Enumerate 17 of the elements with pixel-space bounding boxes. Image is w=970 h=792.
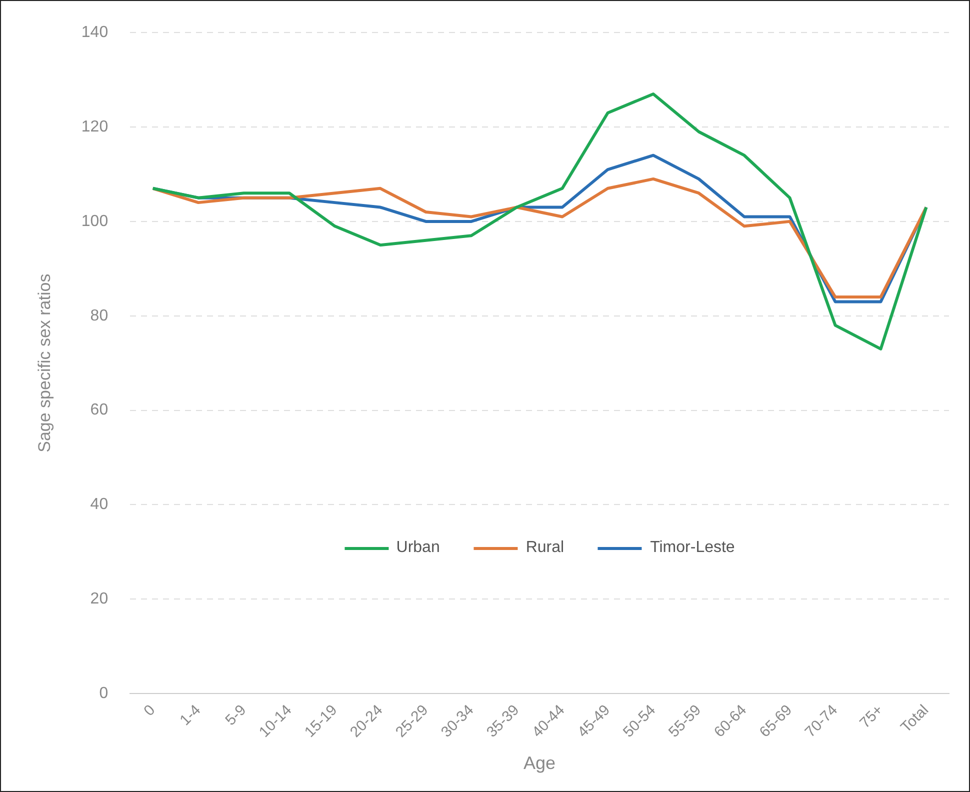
legend-label: Timor-Leste (650, 539, 735, 558)
y-tick-label: 20 (90, 590, 108, 608)
legend-label: Urban (396, 539, 440, 558)
y-tick-label: 0 (99, 684, 108, 702)
x-tick-label: 5-9 (222, 702, 250, 729)
y-tick-label: 60 (90, 402, 108, 419)
x-tick-label: 0 (140, 702, 159, 720)
x-tick-label: 75+ (856, 701, 887, 732)
y-tick-label: 100 (81, 212, 108, 230)
y-axis-title: Sage specific sex ratios (34, 274, 54, 452)
x-axis-title: Age (524, 753, 556, 774)
y-tick-label: 120 (81, 118, 108, 136)
y-tick-label: 140 (81, 24, 108, 42)
legend-label: Rural (526, 539, 564, 558)
y-tick-label: 40 (90, 496, 108, 514)
x-tick-label: 1-4 (176, 702, 204, 729)
y-tick-label: 80 (90, 307, 108, 324)
